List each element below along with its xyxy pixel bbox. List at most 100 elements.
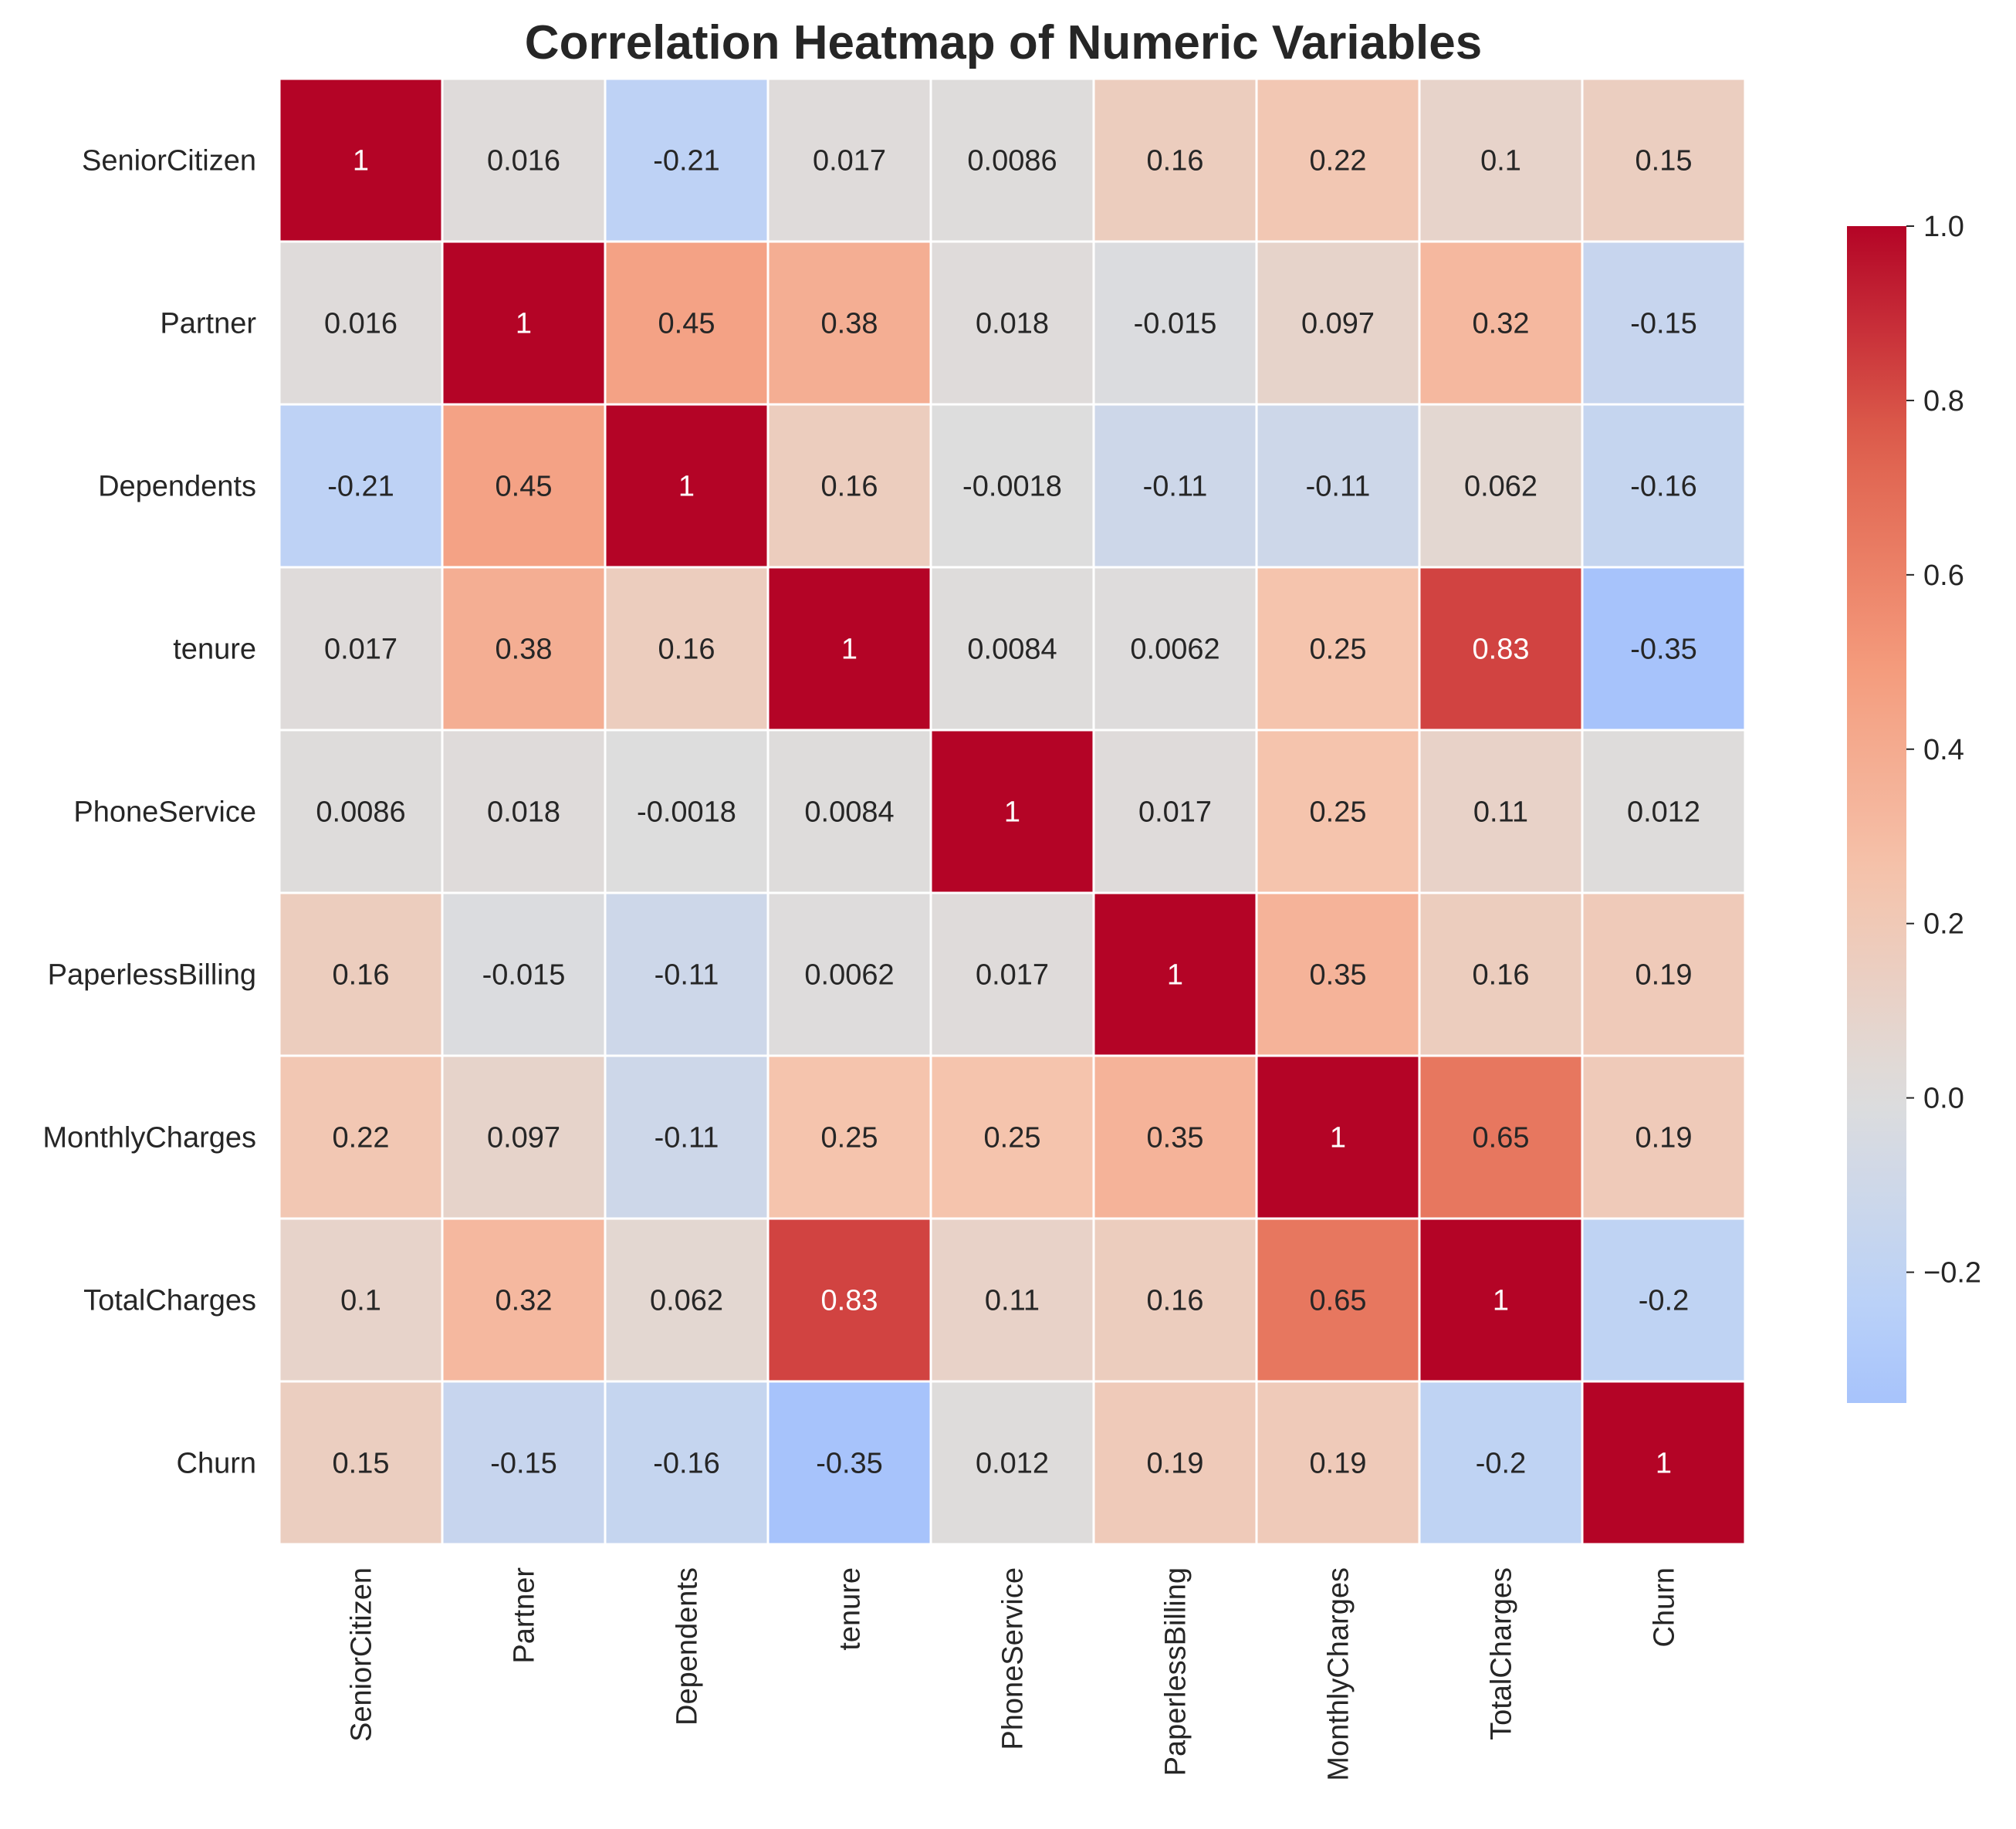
y-tick-label: Dependents <box>98 471 256 503</box>
heatmap-cell <box>929 1217 1095 1383</box>
cell-value-label: -0.2 <box>1476 1448 1526 1480</box>
heatmap-cell <box>1255 729 1421 894</box>
y-tick-label: Partner <box>160 308 256 340</box>
cell-value-label: 0.45 <box>658 308 715 340</box>
cell-value-label: 0.32 <box>1473 308 1530 340</box>
cell-value-label: 0.012 <box>1627 796 1700 829</box>
cell-value-label: 0.017 <box>976 959 1049 992</box>
colorbar-gradient <box>1847 226 1906 1403</box>
cell-value-label: 0.15 <box>333 1448 390 1480</box>
cell-value-label: 0.1 <box>1480 145 1521 177</box>
cell-value-label: -0.015 <box>482 959 566 992</box>
y-tick-label: PaperlessBilling <box>48 959 256 992</box>
heatmap-cell <box>441 1054 607 1220</box>
heatmap-cell <box>1092 1217 1258 1383</box>
cell-value-label: -0.16 <box>653 1448 720 1480</box>
colorbar-tick-label: 0.8 <box>1923 385 1964 418</box>
cell-value-label: 0.35 <box>1147 1122 1204 1155</box>
chart-title: Correlation Heatmap of Numeric Variables <box>525 16 1482 69</box>
heatmap-cell <box>766 1217 932 1383</box>
cell-value-label: 1 <box>1330 1122 1346 1155</box>
heatmap-cell <box>278 240 444 406</box>
heatmap-cell <box>278 1380 444 1546</box>
heatmap-cell <box>1581 240 1747 406</box>
heatmap-cell <box>766 1380 932 1546</box>
heatmap-cell <box>766 566 932 732</box>
cell-value-label: 1 <box>841 634 857 666</box>
cell-value-label: 0.25 <box>1310 634 1367 666</box>
heatmap-cell <box>604 77 770 243</box>
cell-value-label: -0.15 <box>490 1448 557 1480</box>
cell-value-label: 1 <box>516 308 532 340</box>
heatmap-cell <box>441 566 607 732</box>
heatmap-cell <box>766 891 932 1057</box>
heatmap-cell <box>1255 403 1421 569</box>
x-tick-label: tenure <box>834 1567 867 1651</box>
cell-value-label: 0.38 <box>821 308 878 340</box>
cell-value-label: 0.65 <box>1473 1122 1530 1155</box>
heatmap-cell <box>1418 77 1584 243</box>
heatmap-cell <box>929 403 1095 569</box>
heatmap-cell <box>929 240 1095 406</box>
heatmap-cell <box>1581 1380 1747 1546</box>
heatmap-cell <box>1255 1380 1421 1546</box>
cell-value-label: 0.0084 <box>967 634 1057 666</box>
heatmap-cell <box>604 240 770 406</box>
cell-value-label: 0.017 <box>324 634 397 666</box>
cell-value-label: 0.22 <box>1310 145 1367 177</box>
cell-value-label: -0.11 <box>655 1122 719 1155</box>
y-tick-label: tenure <box>173 634 256 666</box>
cell-value-label: 0.16 <box>1473 959 1530 992</box>
cell-value-label: 0.65 <box>1310 1285 1367 1317</box>
heatmap-cells: 1 0.016 -0.2 1 0.017 0.0086 0.16 0.22 0.1 0.15 0.0… <box>278 77 1747 1546</box>
cell-value-label: 0.83 <box>1473 634 1530 666</box>
x-tick-label: SeniorCitizen <box>346 1567 378 1742</box>
cell-value-label: -0.35 <box>816 1448 883 1480</box>
cell-value-label: -0.015 <box>1134 308 1217 340</box>
cell-value-label: 0.25 <box>1310 796 1367 829</box>
heatmap-cell <box>1255 1217 1421 1383</box>
cell-value-label: 0.25 <box>821 1122 878 1155</box>
cell-value-label: 0.017 <box>1138 796 1212 829</box>
y-tick-label: TotalCharges <box>83 1285 256 1317</box>
cell-value-label: -0.11 <box>1143 471 1208 503</box>
colorbar-tick-label: 0.6 <box>1923 560 1964 592</box>
heatmap-cell <box>1581 1217 1747 1383</box>
heatmap-cell <box>766 77 932 243</box>
cell-value-label: 0.0086 <box>967 145 1057 177</box>
heatmap-cell <box>1092 1380 1258 1546</box>
heatmap-cell <box>278 1217 444 1383</box>
y-tick-label: MonthlyCharges <box>42 1122 256 1155</box>
heatmap-cell <box>604 891 770 1057</box>
x-axis-tick-labels: SeniorCitizen Partner Dependents tenure Phon… <box>346 1567 1681 1781</box>
cell-value-label: 0.018 <box>976 308 1049 340</box>
cell-value-label: 0.15 <box>1635 145 1693 177</box>
heatmap-cell <box>278 403 444 569</box>
cell-value-label: 0.0062 <box>804 959 894 992</box>
x-tick-label: Partner <box>509 1567 541 1664</box>
cell-value-label: 1 <box>1167 959 1183 992</box>
cell-value-label: 0.16 <box>1147 1285 1204 1317</box>
cell-value-label: -0.11 <box>655 959 719 992</box>
heatmap-cell <box>1581 566 1747 732</box>
x-tick-label: Churn <box>1649 1567 1681 1648</box>
cell-value-label: 0.19 <box>1147 1448 1204 1480</box>
cell-value-label: 0.11 <box>985 1285 1040 1317</box>
colorbar: 1.0 0.8 0.6 0.4 0.2 0.0 −0.2 <box>1847 211 1981 1403</box>
heatmap-cell <box>278 1054 444 1220</box>
cell-value-label: 0.018 <box>487 796 560 829</box>
cell-value-label: 0.0084 <box>804 796 894 829</box>
colorbar-tick-label: −0.2 <box>1923 1257 1981 1290</box>
heatmap-cell <box>604 1217 770 1383</box>
cell-value-label: 0.22 <box>333 1122 390 1155</box>
heatmap-cell <box>604 1380 770 1546</box>
cell-value-label: 0.016 <box>487 145 560 177</box>
cell-value-label: 0.45 <box>496 471 553 503</box>
cell-value-label: 1 <box>1004 796 1020 829</box>
cell-value-label: 0.19 <box>1635 1122 1693 1155</box>
heatmap-cell <box>1092 77 1258 243</box>
heatmap-cell <box>278 891 444 1057</box>
cell-value-label: 0.097 <box>1301 308 1375 340</box>
cell-value-label: 1 <box>353 145 369 177</box>
cell-value-label: -0.16 <box>1630 471 1697 503</box>
